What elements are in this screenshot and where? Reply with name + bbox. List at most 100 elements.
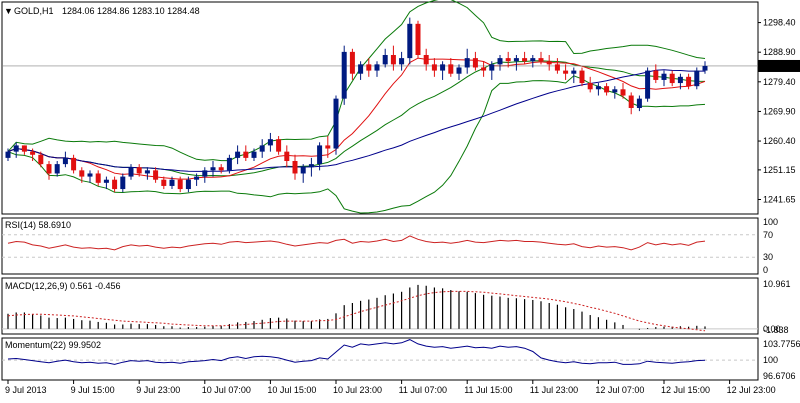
candle-body [202, 170, 208, 177]
fast-ma-line [7, 57, 706, 180]
x-tick-label: 11 Jul 15:00 [464, 385, 512, 395]
y-tick-label: 1288.90 [763, 47, 796, 57]
candle-body [694, 70, 700, 87]
candle-body [530, 58, 536, 62]
candle-body [218, 167, 224, 171]
dropdown-arrow-icon: ▼ [4, 6, 13, 16]
candle-body [669, 73, 675, 84]
candle-body [358, 64, 364, 74]
momentum-label: Momentum(22) 99.9502 [5, 340, 101, 350]
candle-body [325, 145, 331, 149]
candle-body [144, 170, 150, 174]
candle-body [448, 64, 454, 74]
candle-body [653, 70, 659, 80]
candle-body [595, 86, 601, 90]
candle-body [276, 139, 282, 152]
x-tick-label: 9 Jul 15:00 [71, 385, 115, 395]
candle-body [267, 139, 273, 146]
candle-body [95, 173, 101, 183]
candle-body [522, 58, 528, 62]
candle-body [399, 58, 405, 65]
bollinger-upper-line [7, 0, 706, 162]
candle-body [628, 95, 634, 108]
candle-body [636, 98, 642, 108]
candle-body [226, 157, 232, 171]
candle-body [686, 76, 692, 87]
candle-body [497, 58, 503, 65]
x-tick-label: 11 Jul 07:00 [399, 385, 447, 395]
candle-body [423, 55, 429, 65]
candle-body [79, 170, 85, 177]
rsi-tick-label: 70 [763, 230, 773, 240]
x-tick-label: 9 Jul 23:00 [136, 385, 180, 395]
y-tick-label: 1241.65 [763, 195, 796, 205]
momentum-line [7, 339, 706, 365]
rsi-label: RSI(14) 58.6910 [5, 220, 71, 230]
ohlc-readout: 1284.06 1284.86 1283.10 1284.48 [62, 6, 200, 16]
candle-body [38, 154, 44, 165]
symbol-label: GOLD,H1 [14, 6, 54, 16]
candle-body [62, 157, 68, 165]
macd-signal-line [7, 290, 706, 332]
candle-body [194, 176, 200, 180]
candle-body [333, 98, 339, 149]
candle-body [481, 67, 487, 71]
candle-body [349, 51, 355, 74]
candle-body [103, 179, 109, 183]
candle-body [587, 83, 593, 90]
candle-body [702, 65, 708, 71]
candle-body [128, 167, 134, 177]
candle-body [210, 167, 216, 171]
candle-body [612, 89, 618, 93]
candle-body [464, 58, 470, 68]
candle-body [620, 89, 626, 96]
candle-body [169, 179, 175, 186]
candle-body [120, 176, 126, 190]
candle-body [185, 179, 191, 190]
candle-body [153, 170, 159, 180]
candle-body [161, 179, 167, 186]
macd-tick-label: 0.00 [763, 324, 781, 334]
momentum-tick-label: 103.7756 [763, 339, 800, 349]
candle-body [300, 167, 306, 174]
x-tick-label: 10 Jul 15:00 [267, 385, 316, 395]
x-tick-label: 10 Jul 23:00 [333, 385, 382, 395]
candle-body [13, 145, 19, 152]
x-tick-label: 9 Jul 2013 [5, 385, 47, 395]
candle-body [546, 61, 552, 65]
y-tick-label: 1298.40 [763, 18, 796, 28]
panel-frame-rsi [1, 217, 759, 275]
bollinger-lower-line [7, 75, 706, 214]
x-tick-label: 12 Jul 07:00 [595, 385, 644, 395]
macd-label: MACD(12,26,9) 0.561 -0.456 [5, 281, 121, 291]
y-tick-label: 1269.90 [763, 106, 796, 116]
rsi-tick-label: 100 [763, 217, 778, 227]
momentum-tick-label: 96.6706 [763, 371, 796, 381]
candle-body [46, 164, 52, 174]
current-price-tag [758, 59, 800, 72]
candle-body [235, 151, 241, 158]
candle-body [489, 64, 495, 71]
candle-body [571, 70, 577, 74]
candle-body [317, 145, 323, 165]
x-tick-label: 12 Jul 15:00 [661, 385, 710, 395]
candle-body [259, 145, 265, 152]
candle-body [390, 55, 396, 65]
momentum-tick-label: 100 [763, 355, 778, 365]
macd-tick-label: 10.961 [763, 279, 791, 289]
candle-body [382, 55, 388, 65]
rsi-tick-label: 30 [763, 252, 773, 262]
candle-body [563, 70, 569, 74]
rsi-tick-label: 0 [763, 265, 768, 275]
panel-frame-mom [1, 337, 759, 381]
candle-body [251, 151, 257, 158]
candle-body [440, 64, 446, 71]
candle-body [30, 151, 36, 155]
candle-body [243, 151, 249, 158]
candle-body [87, 173, 93, 177]
candle-body [431, 64, 437, 71]
candle-body [513, 58, 519, 62]
candle-body [505, 58, 511, 62]
